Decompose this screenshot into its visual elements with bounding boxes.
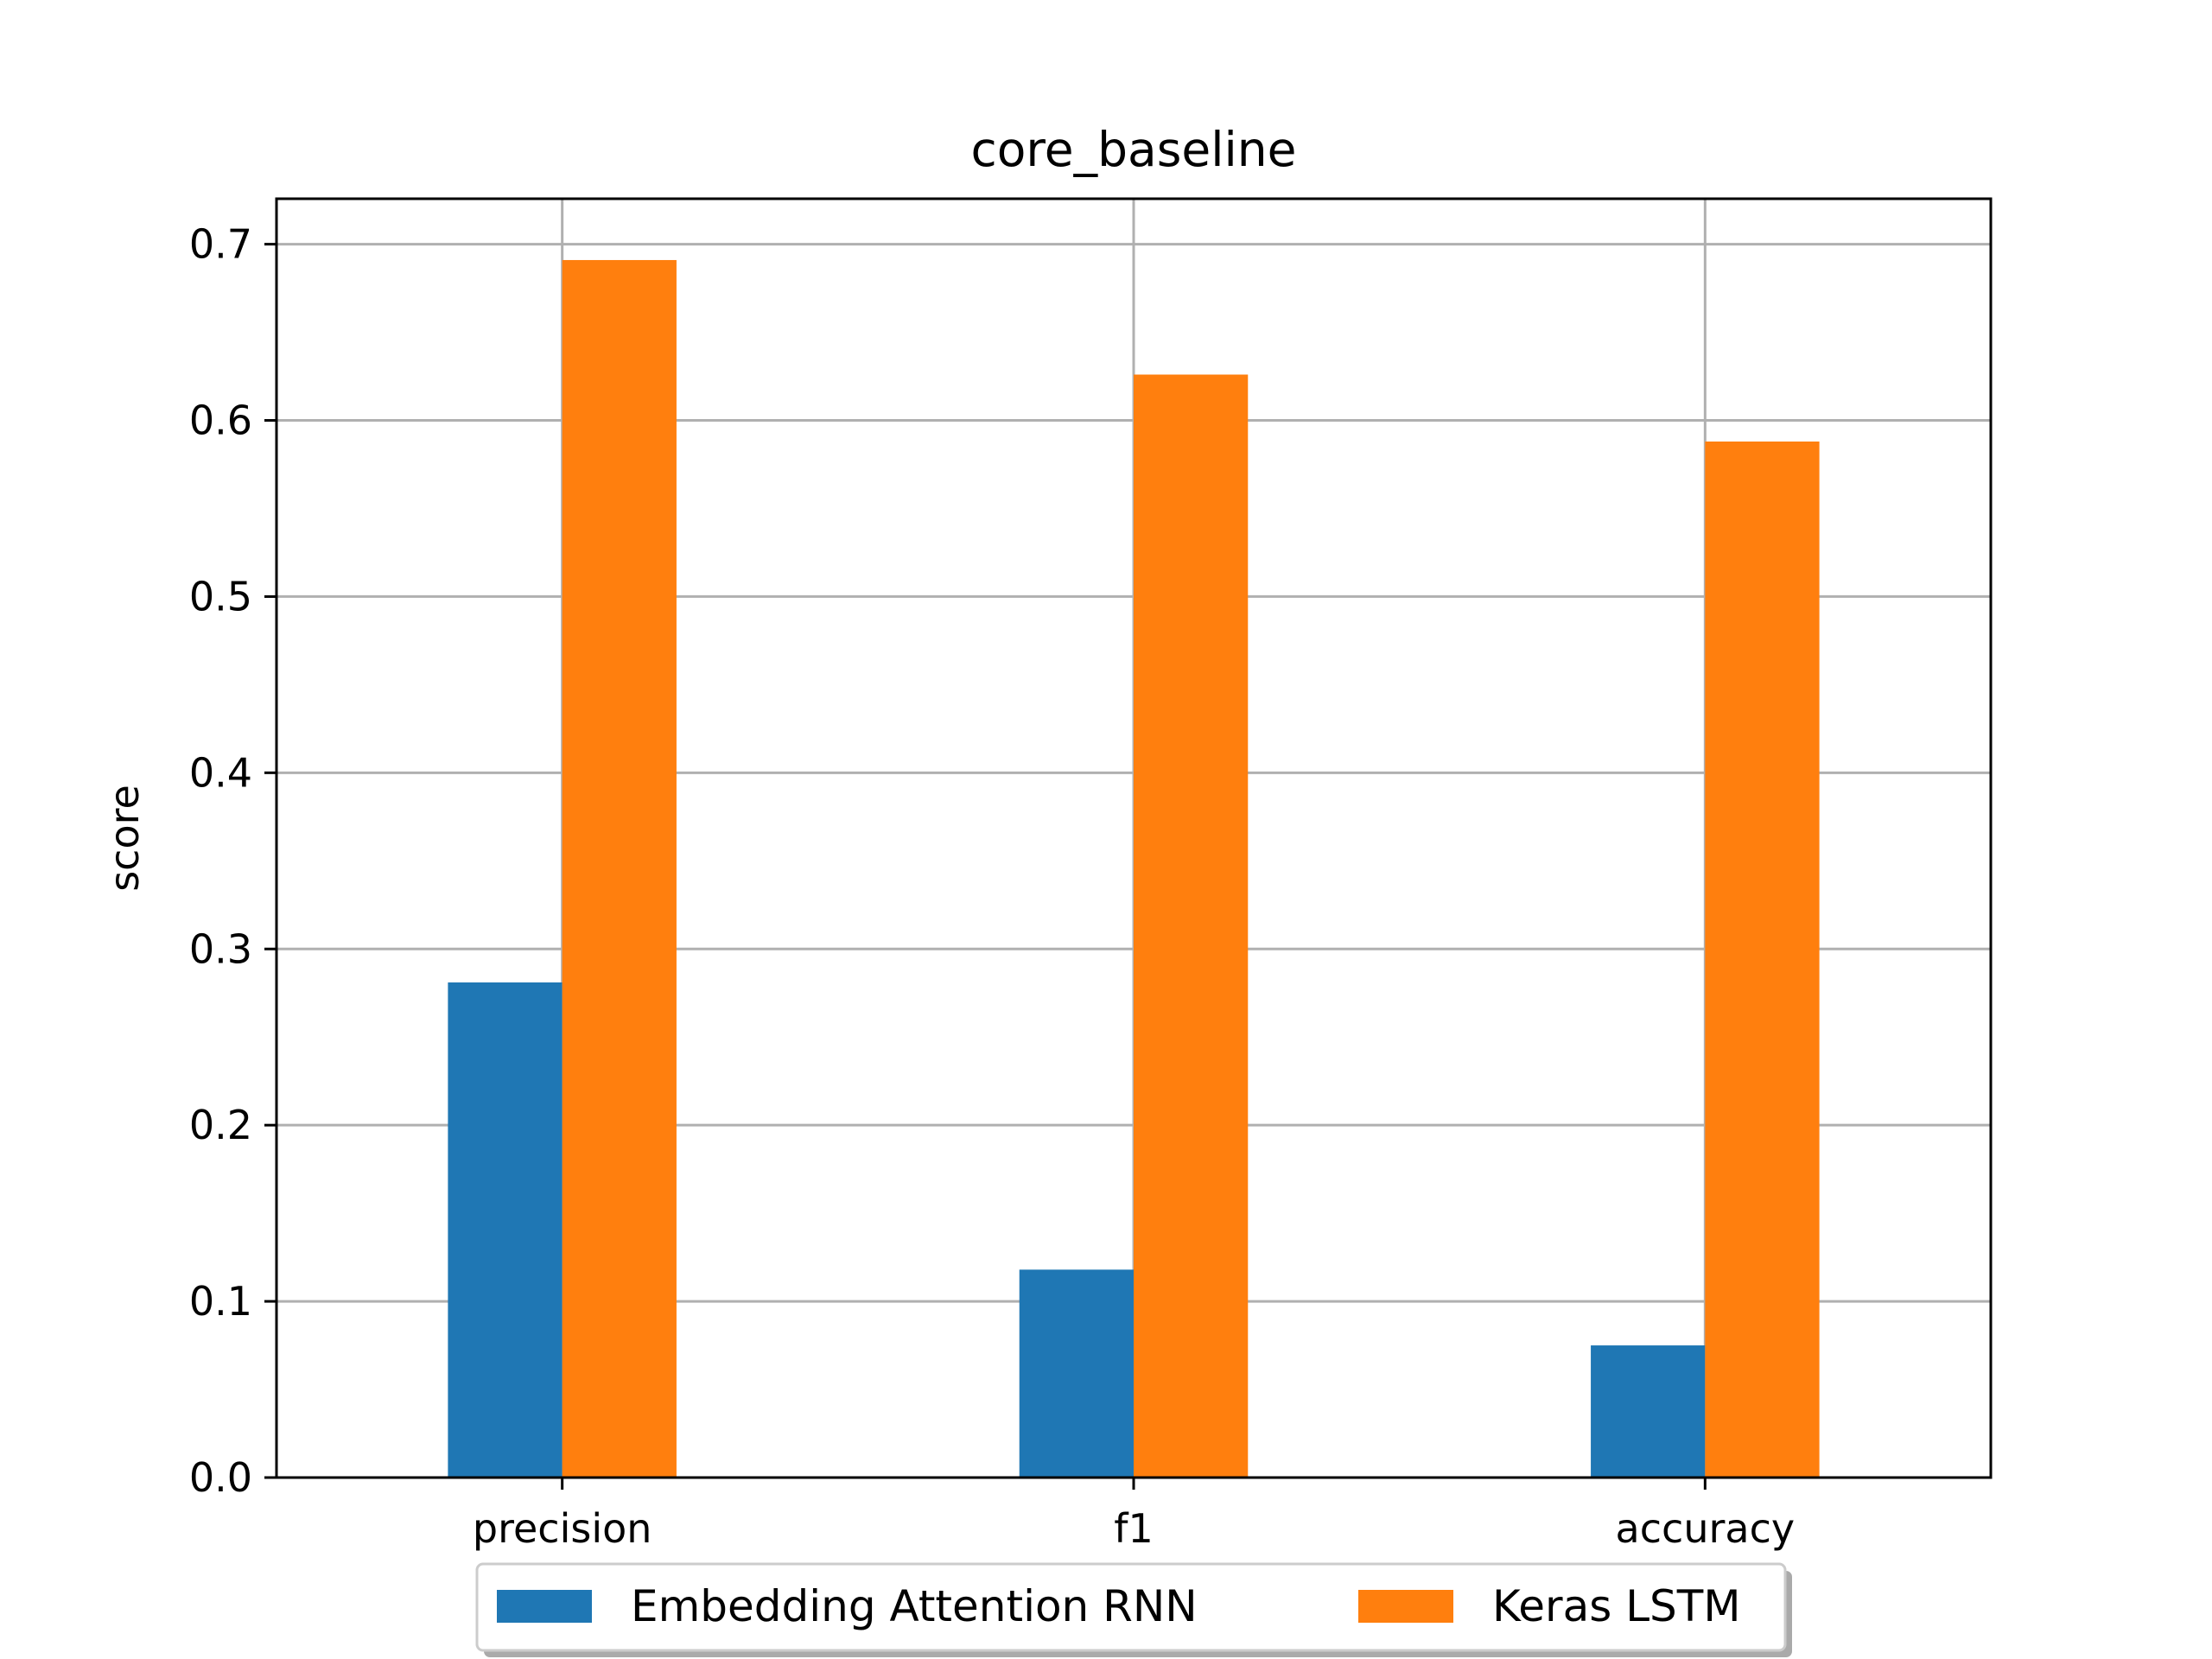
legend-label-keras-lstm: Keras LSTM — [1492, 1581, 1740, 1631]
legend-swatch-embedding-attention-rnn — [497, 1590, 592, 1623]
y-tick-label: 0.4 — [189, 749, 252, 796]
y-tick-label: 0.3 — [189, 925, 252, 972]
chart-title: core_baseline — [971, 122, 1297, 177]
bar-embedding-attention-rnn-accuracy — [1591, 1345, 1706, 1478]
y-tick-label: 0.1 — [189, 1278, 252, 1325]
legend-box — [475, 1562, 1787, 1652]
bars-layer — [448, 259, 1820, 1478]
x-axis: precision f1 accuracy — [473, 1478, 1795, 1552]
bar-embedding-attention-rnn-precision — [448, 982, 563, 1478]
bar-keras-lstm-f1 — [1134, 374, 1249, 1478]
y-tick-label: 0.6 — [189, 397, 252, 444]
y-tick-label: 0.5 — [189, 573, 252, 620]
bar-embedding-attention-rnn-f1 — [1019, 1269, 1134, 1478]
legend-label-embedding-attention-rnn: Embedding Attention RNN — [631, 1581, 1198, 1631]
bar-keras-lstm-accuracy — [1705, 441, 1820, 1478]
bar-keras-lstm-precision — [562, 259, 677, 1478]
x-tick-label-accuracy: accuracy — [1616, 1505, 1796, 1552]
y-tick-label: 0.2 — [189, 1102, 252, 1148]
legend-swatch-keras-lstm — [1358, 1590, 1453, 1623]
y-axis: 0.0 0.1 0.2 0.3 0.4 0.5 0.6 0.7 — [189, 221, 276, 1501]
y-axis-label: score — [101, 785, 148, 892]
x-tick-label-precision: precision — [473, 1505, 652, 1552]
legend: Embedding Attention RNN Keras LSTM — [475, 1562, 1792, 1657]
y-tick-label: 0.0 — [189, 1454, 252, 1501]
y-tick-label: 0.7 — [189, 221, 252, 268]
x-tick-label-f1: f1 — [1114, 1505, 1153, 1552]
